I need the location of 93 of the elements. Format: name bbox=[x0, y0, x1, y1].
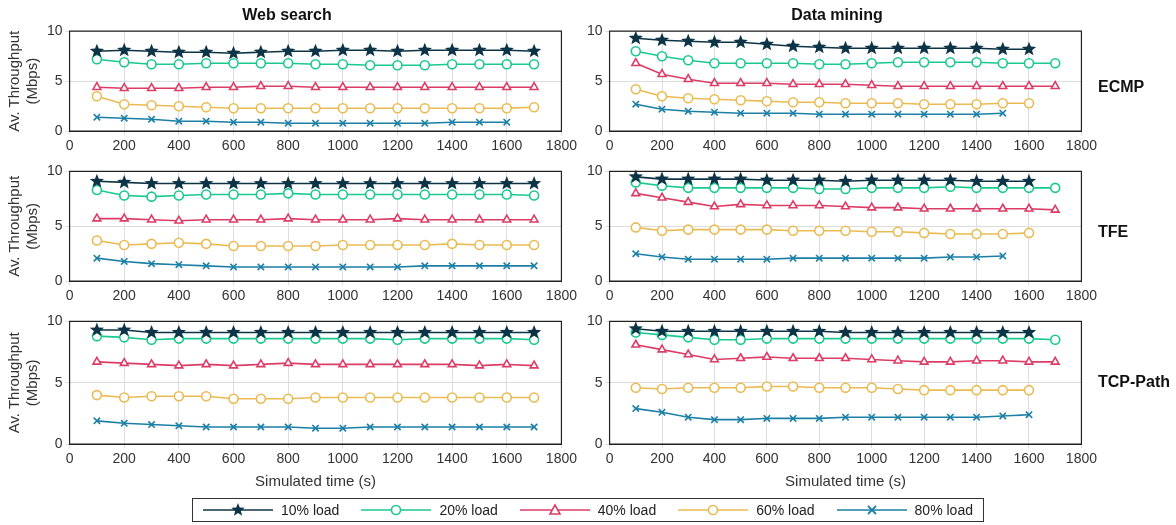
x-tick-label: 400 bbox=[167, 450, 191, 467]
x-tick-label: 800 bbox=[276, 137, 301, 154]
x-tick-label: 400 bbox=[702, 137, 727, 154]
y-tick-label: 5 bbox=[54, 217, 63, 234]
chart-title: Data mining bbox=[791, 6, 883, 24]
y-axis-title: Av. Throughput (Mbps) bbox=[5, 175, 41, 277]
x-tick-label: 1600 bbox=[1013, 137, 1045, 154]
y2-axis-title: TFE bbox=[1098, 223, 1130, 241]
x-tick-label: 800 bbox=[807, 450, 832, 467]
x-tick-label: 1200 bbox=[908, 137, 940, 154]
x-tick-label: 1200 bbox=[381, 450, 414, 467]
x-tick-label: 600 bbox=[221, 137, 246, 154]
x-tick-label: 1600 bbox=[1013, 450, 1045, 467]
x-tick-label: 200 bbox=[650, 137, 674, 154]
x-axis-title: Simulated time (s) bbox=[785, 472, 906, 490]
x-tick-label: 600 bbox=[755, 137, 779, 154]
y-tick-label: 10 bbox=[46, 312, 63, 329]
y-tick-label: 10 bbox=[586, 162, 603, 179]
x-tick-label: 1000 bbox=[327, 450, 359, 467]
y-tick-label: 0 bbox=[594, 122, 603, 139]
y-tick-label: 0 bbox=[54, 435, 63, 452]
x-tick-label: 1200 bbox=[381, 287, 414, 304]
x-tick-label: 0 bbox=[65, 287, 74, 304]
legend-label: 80% load bbox=[914, 502, 973, 518]
y-tick-label: 0 bbox=[54, 122, 63, 139]
x-tick-label: 1400 bbox=[436, 450, 468, 467]
x-tick-label: 600 bbox=[221, 450, 246, 467]
y2-axis-title: ECMP bbox=[1098, 78, 1146, 96]
x-axis-title: Simulated time (s) bbox=[255, 472, 376, 490]
x-tick-label: 1200 bbox=[381, 137, 414, 154]
x-tick-label: 1800 bbox=[545, 137, 578, 154]
x-tick-label: 0 bbox=[605, 137, 614, 154]
x-tick-label: 1600 bbox=[1013, 287, 1045, 304]
y-tick-label: 5 bbox=[54, 373, 63, 390]
x-tick-label: 1800 bbox=[1065, 137, 1098, 154]
x-tick-label: 200 bbox=[650, 287, 674, 304]
x-tick-label: 1400 bbox=[960, 450, 993, 467]
x-tick-label: 1000 bbox=[856, 450, 888, 467]
x-tick-label: 1400 bbox=[436, 137, 468, 154]
y-tick-label: 10 bbox=[46, 162, 63, 179]
x-tick-label: 400 bbox=[702, 450, 727, 467]
y-tick-label: 0 bbox=[594, 435, 603, 452]
x-tick-label: 1600 bbox=[491, 137, 523, 154]
x-tick-label: 600 bbox=[755, 450, 779, 467]
legend-label: 60% load bbox=[756, 502, 815, 518]
x-tick-label: 0 bbox=[65, 137, 74, 154]
x-tick-label: 1000 bbox=[856, 137, 888, 154]
x-tick-label: 1000 bbox=[327, 137, 359, 154]
x-tick-label: 600 bbox=[755, 287, 779, 304]
x-tick-label: 1000 bbox=[856, 287, 888, 304]
y-tick-label: 5 bbox=[54, 72, 63, 89]
x-tick-label: 0 bbox=[605, 287, 614, 304]
y-tick-label: 10 bbox=[46, 22, 63, 39]
y-tick-label: 10 bbox=[586, 312, 603, 329]
x-tick-label: 1800 bbox=[545, 450, 578, 467]
x-tick-label: 1800 bbox=[1065, 450, 1098, 467]
y-tick-label: 0 bbox=[54, 272, 63, 289]
y-axis-title: Av. Throughput (Mbps) bbox=[5, 29, 41, 132]
x-tick-label: 200 bbox=[112, 137, 137, 154]
x-tick-label: 1200 bbox=[908, 450, 940, 467]
x-tick-label: 1800 bbox=[1065, 287, 1098, 304]
legend-label: 20% load bbox=[439, 502, 498, 518]
y-tick-label: 5 bbox=[594, 217, 603, 234]
legend-label: 40% load bbox=[597, 502, 657, 518]
x-tick-label: 600 bbox=[221, 287, 246, 304]
x-tick-label: 1400 bbox=[960, 287, 993, 304]
y-axis-title: Av. Throughput (Mbps) bbox=[5, 331, 41, 434]
x-tick-label: 800 bbox=[276, 287, 301, 304]
y-tick-label: 5 bbox=[594, 72, 603, 89]
x-tick-label: 800 bbox=[807, 137, 832, 154]
x-tick-label: 1600 bbox=[491, 450, 523, 467]
x-tick-label: 1600 bbox=[491, 287, 523, 304]
x-tick-label: 400 bbox=[702, 287, 727, 304]
legend-label: 10% load bbox=[281, 502, 340, 518]
x-tick-label: 800 bbox=[276, 450, 301, 467]
chart-title: Web search bbox=[242, 6, 332, 24]
x-tick-label: 800 bbox=[807, 287, 832, 304]
y2-axis-title: TCP-Path bbox=[1098, 373, 1171, 391]
x-tick-label: 1400 bbox=[960, 137, 993, 154]
x-tick-label: 200 bbox=[112, 450, 137, 467]
y-tick-label: 0 bbox=[594, 272, 603, 289]
y-tick-label: 5 bbox=[594, 373, 603, 390]
y-tick-label: 10 bbox=[586, 22, 603, 39]
x-tick-label: 400 bbox=[167, 137, 191, 154]
x-tick-label: 1200 bbox=[908, 287, 940, 304]
x-tick-label: 400 bbox=[167, 287, 191, 304]
x-tick-label: 1400 bbox=[436, 287, 468, 304]
x-tick-label: 200 bbox=[112, 287, 137, 304]
x-tick-label: 0 bbox=[605, 450, 614, 467]
x-tick-label: 0 bbox=[65, 450, 74, 467]
x-tick-label: 200 bbox=[650, 450, 674, 467]
x-tick-label: 1800 bbox=[545, 287, 578, 304]
x-tick-label: 1000 bbox=[327, 287, 359, 304]
